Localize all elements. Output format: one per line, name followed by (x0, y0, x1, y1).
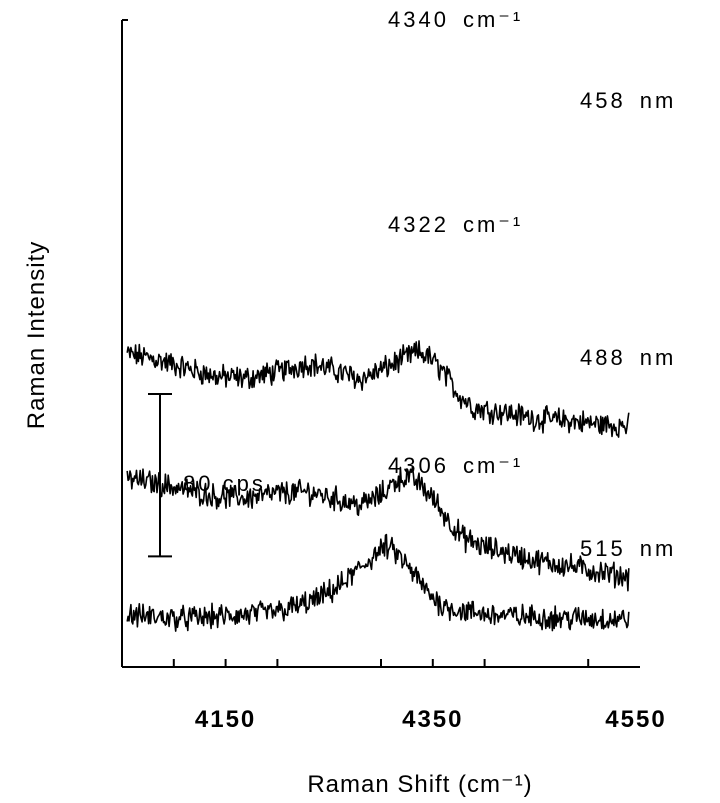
series-label: 458 nm (580, 88, 676, 113)
peak-label: 4306 cm⁻¹ (388, 453, 523, 478)
chart-marks: 4150 4350 4550 458 nm 4340 cm⁻¹ 488 nm 4322 cm⁻¹ 51… (122, 7, 676, 733)
series-label: 515 nm (580, 536, 676, 561)
scale-bar-label: 80 cps (183, 471, 266, 496)
x-tick-label: 4150 (195, 706, 256, 733)
series-line (126, 340, 630, 438)
y-axis-title: Raman Intensity (23, 241, 50, 429)
x-axis-title: Raman Shift (cm⁻¹) (307, 771, 532, 798)
x-tick-label: 4350 (402, 706, 463, 733)
peak-label: 4340 cm⁻¹ (388, 7, 523, 32)
x-tick-label: 4550 (605, 706, 666, 733)
series-line (126, 533, 630, 632)
peak-label: 4322 cm⁻¹ (388, 212, 523, 237)
series-label: 488 nm (580, 345, 676, 370)
series-line (126, 466, 630, 592)
scale-bar: 80 cps (148, 393, 266, 558)
